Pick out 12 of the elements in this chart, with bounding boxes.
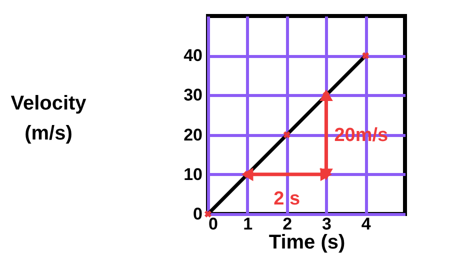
x-tick-label: 0 bbox=[208, 214, 218, 234]
y-tick-label: 40 bbox=[184, 46, 202, 66]
x-tick-label: 3 bbox=[322, 214, 332, 234]
x-tick-label: 1 bbox=[243, 214, 253, 234]
annotation: 2 s bbox=[274, 188, 300, 210]
x-tick-label: 2 bbox=[282, 214, 292, 234]
y-tick-label: 30 bbox=[184, 86, 202, 105]
y-axis-title: Velocity (m/s) bbox=[10, 92, 88, 144]
y-tick-label: 10 bbox=[184, 164, 202, 184]
x-axis-title: Time (s) bbox=[268, 232, 346, 254]
y-tick-label: 20 bbox=[184, 125, 202, 144]
x-tick-label: 4 bbox=[361, 214, 372, 234]
